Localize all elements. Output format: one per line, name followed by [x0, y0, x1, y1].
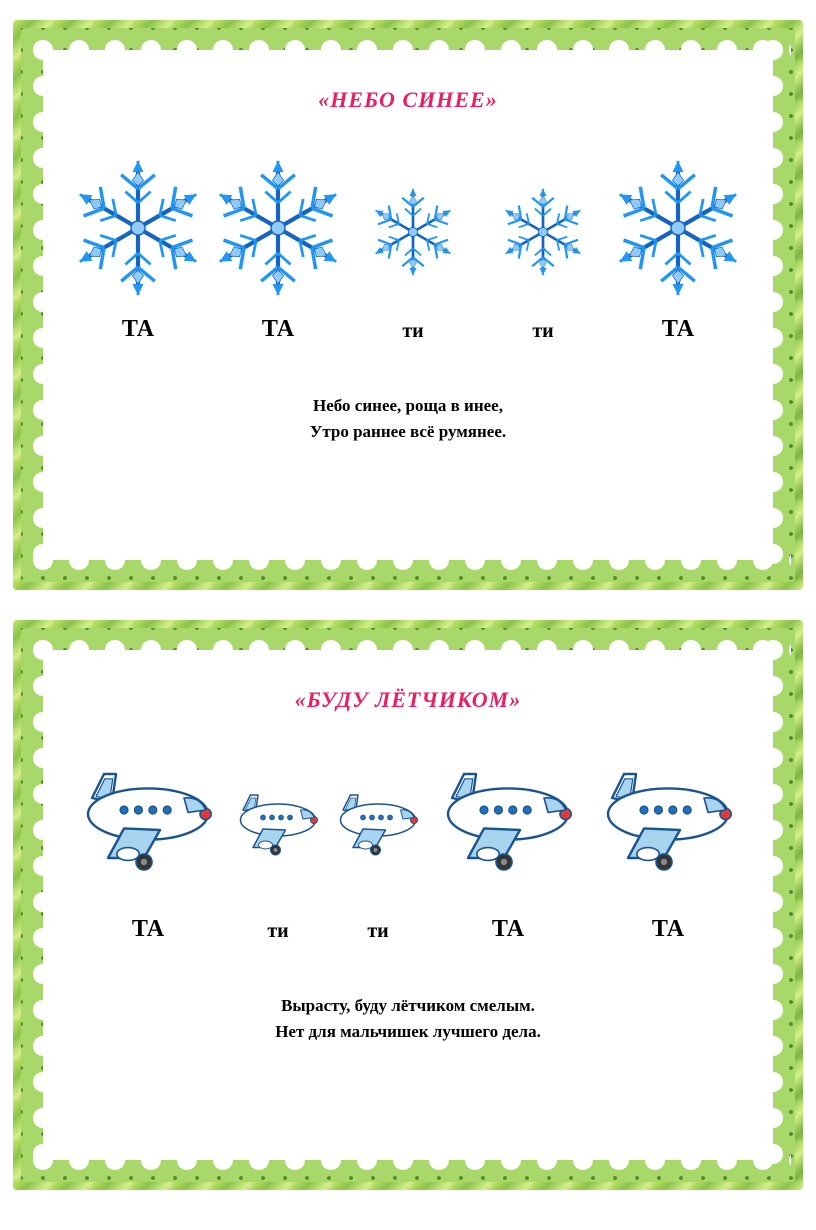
poem-text: Вырасту, буду лётчиком смелым.Нет для ма…	[275, 993, 541, 1044]
rhythm-item: ТА	[68, 158, 208, 343]
syllable-label: ТА	[132, 916, 164, 943]
rhythm-item: ТА	[68, 738, 228, 943]
airplane-icon	[228, 742, 328, 902]
poem-line: Вырасту, буду лётчиком смелым.	[275, 993, 541, 1019]
card-title: «НЕБО СИНЕЕ»	[318, 87, 497, 113]
card-title: «БУДУ ЛЁТЧИКОМ»	[295, 687, 521, 713]
rhythm-item: ти	[348, 162, 478, 343]
poem-text: Небо синее, роща в инее,Утро раннее всё …	[310, 393, 506, 444]
snowflake-icon	[68, 158, 208, 298]
syllable-label: ти	[367, 920, 388, 943]
snowflake-icon	[498, 162, 588, 302]
card-content: «БУДУ ЛЁТЧИКОМ»	[68, 675, 748, 1135]
airplane-icon	[428, 738, 588, 898]
syllable-label: ТА	[492, 916, 524, 943]
rhythm-item: ти	[228, 742, 328, 943]
rhythm-row: ТА	[68, 143, 748, 343]
rhythm-item: ТА	[428, 738, 588, 943]
syllable-label: ТА	[262, 316, 294, 343]
syllable-label: ти	[402, 320, 423, 343]
snowflake-icon	[208, 158, 348, 298]
poem-line: Утро раннее всё румянее.	[310, 419, 506, 445]
airplane-icon	[328, 742, 428, 902]
flashcard: «БУДУ ЛЁТЧИКОМ»	[13, 620, 803, 1190]
syllable-label: ТА	[652, 916, 684, 943]
rhythm-row: ТА ти	[68, 743, 748, 943]
airplane-icon	[588, 738, 748, 898]
syllable-label: ТА	[662, 316, 694, 343]
rhythm-item: ТА	[588, 738, 748, 943]
snowflake-icon	[608, 158, 748, 298]
rhythm-item: ти	[478, 162, 608, 343]
rhythm-item: ТА	[608, 158, 748, 343]
snowflake-icon	[368, 162, 458, 302]
flashcard: «НЕБО СИНЕЕ»	[13, 20, 803, 590]
poem-line: Нет для мальчишек лучшего дела.	[275, 1019, 541, 1045]
syllable-label: ТА	[122, 316, 154, 343]
card-content: «НЕБО СИНЕЕ»	[68, 75, 748, 535]
airplane-icon	[68, 738, 228, 898]
rhythm-item: ТА	[208, 158, 348, 343]
syllable-label: ти	[267, 920, 288, 943]
rhythm-item: ти	[328, 742, 428, 943]
poem-line: Небо синее, роща в инее,	[310, 393, 506, 419]
syllable-label: ти	[532, 320, 553, 343]
